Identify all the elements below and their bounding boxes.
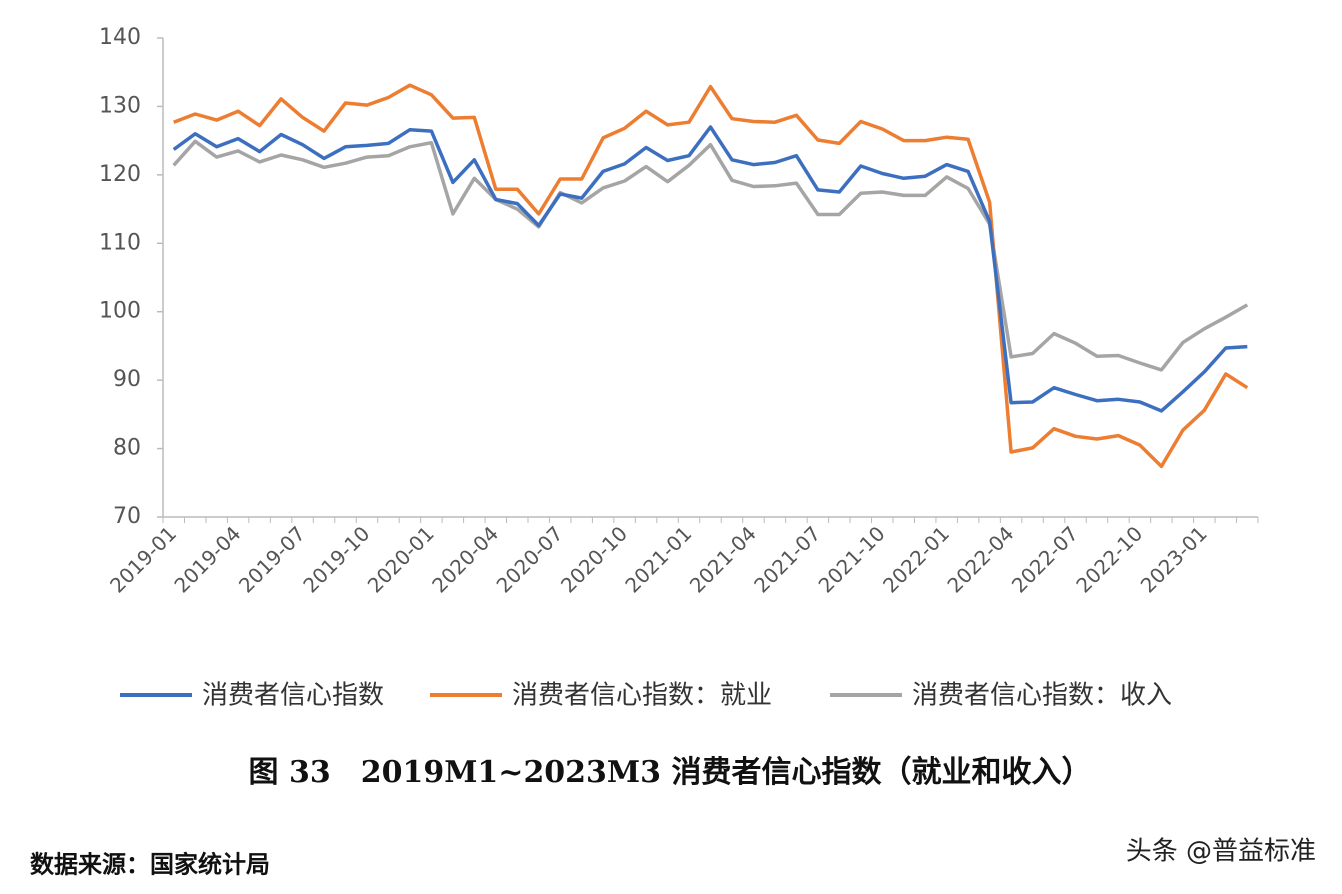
series-line [172, 139, 1249, 372]
y-tick-label: 120 [99, 162, 141, 187]
x-tick-label: 2021-07 [749, 521, 825, 597]
watermark: 头条 @普益标准 [1126, 837, 1316, 867]
source: 数据来源：国家统计局 [30, 850, 270, 879]
x-tick-label: 2020-04 [427, 521, 503, 597]
x-tick-label: 2020-07 [492, 521, 568, 597]
x-tick-label: 2021-01 [620, 521, 696, 597]
y-tick-label: 130 [99, 93, 141, 118]
x-tick-label: 2020-10 [556, 521, 632, 597]
caption: 图 33 2019M1~2023M3 消费者信心指数（就业和收入） [249, 755, 1092, 790]
legend-label: 消费者信心指数 [202, 681, 384, 711]
y-tick-label: 140 [99, 25, 141, 50]
x-tick-label: 2020-01 [363, 521, 439, 597]
x-tick-label: 2021-10 [814, 521, 890, 597]
x-tick-label: 2023-01 [1136, 521, 1212, 597]
y-tick-label: 100 [99, 299, 141, 324]
x-tick-label: 2019-01 [105, 521, 181, 597]
legend-label: 消费者信心指数：就业 [512, 681, 772, 711]
y-tick-label: 80 [113, 436, 141, 461]
y-tick-label: 70 [113, 504, 141, 529]
x-tick-label: 2022-07 [1007, 521, 1083, 597]
x-tick-label: 2021-04 [685, 521, 761, 597]
x-tick-label: 2019-07 [234, 521, 310, 597]
series-line [172, 125, 1248, 413]
x-tick-label: 2022-01 [878, 521, 954, 597]
x-tick-label: 2022-04 [942, 521, 1018, 597]
y-tick-label: 90 [113, 367, 141, 392]
legend-label: 消费者信心指数：收入 [912, 681, 1172, 711]
x-tick-label: 2019-04 [170, 521, 246, 597]
series-line [173, 83, 1249, 469]
x-tick-label: 2022-10 [1071, 521, 1147, 597]
y-tick-label: 110 [99, 230, 141, 255]
x-tick-label: 2019-10 [298, 521, 374, 597]
